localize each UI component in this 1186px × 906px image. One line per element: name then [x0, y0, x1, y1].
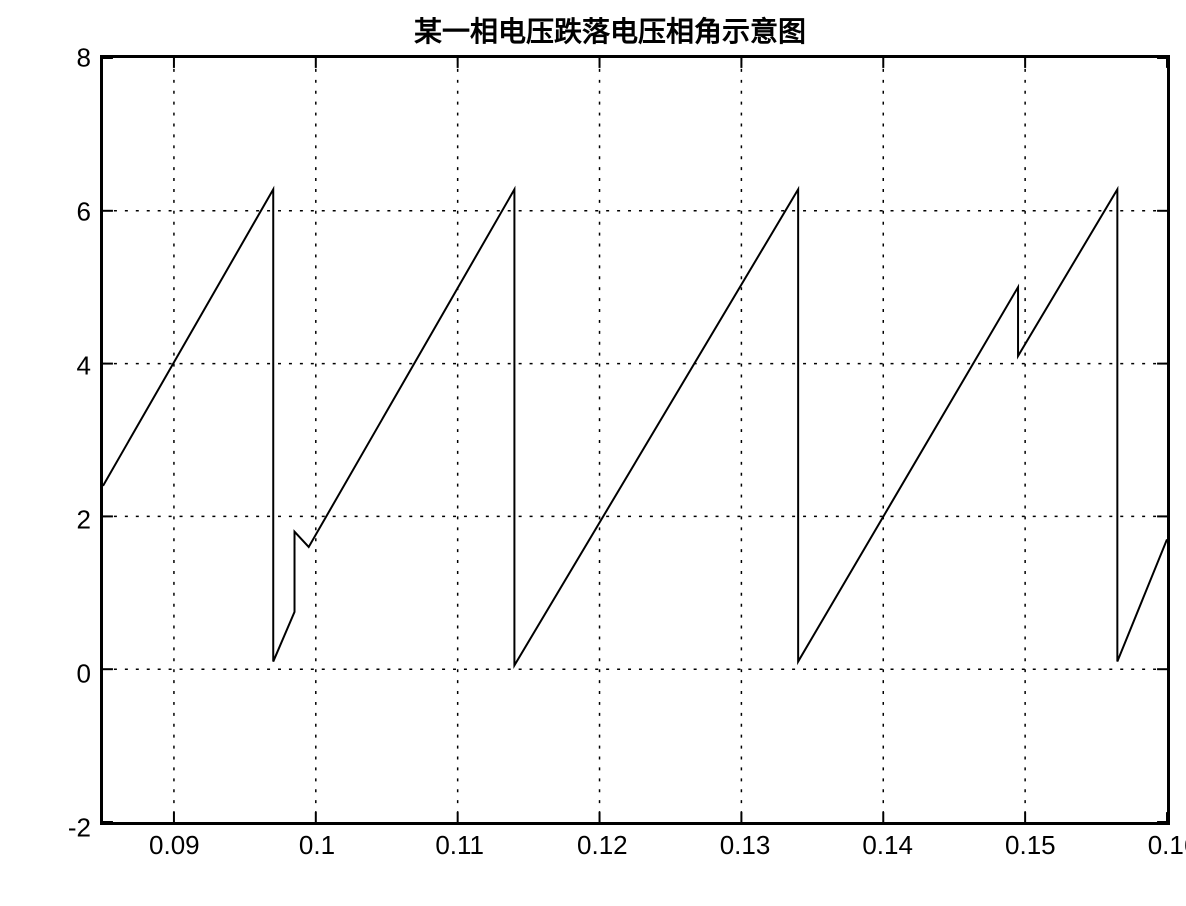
- y-tick-label: 8: [77, 43, 91, 74]
- chart-container: 某一相电压跌落电压相角示意图 -202468 0.090.10.110.120.…: [50, 10, 1170, 890]
- x-tick-label: 0.11: [435, 830, 484, 861]
- plot-box: -202468 0.090.10.110.120.130.140.150.16: [100, 55, 1170, 825]
- tick-marks: [103, 58, 1167, 822]
- chart-svg: [103, 58, 1167, 822]
- y-tick-label: 2: [77, 505, 91, 536]
- y-tick-label: 4: [77, 351, 91, 382]
- plot-area: -202468 0.090.10.110.120.130.140.150.16: [70, 55, 1170, 855]
- grid-lines: [103, 58, 1167, 822]
- x-tick-label: 0.12: [577, 830, 628, 861]
- x-tick-label: 0.15: [1005, 830, 1056, 861]
- data-line: [103, 189, 1167, 665]
- x-tick-label: 0.16: [1148, 830, 1186, 861]
- chart-title: 某一相电压跌落电压相角示意图: [50, 10, 1170, 50]
- x-tick-label: 0.1: [299, 830, 335, 861]
- x-tick-label: 0.09: [149, 830, 200, 861]
- y-tick-label: 6: [77, 197, 91, 228]
- y-tick-label: -2: [68, 813, 91, 844]
- y-tick-label: 0: [77, 659, 91, 690]
- x-tick-label: 0.14: [862, 830, 913, 861]
- x-tick-label: 0.13: [720, 830, 771, 861]
